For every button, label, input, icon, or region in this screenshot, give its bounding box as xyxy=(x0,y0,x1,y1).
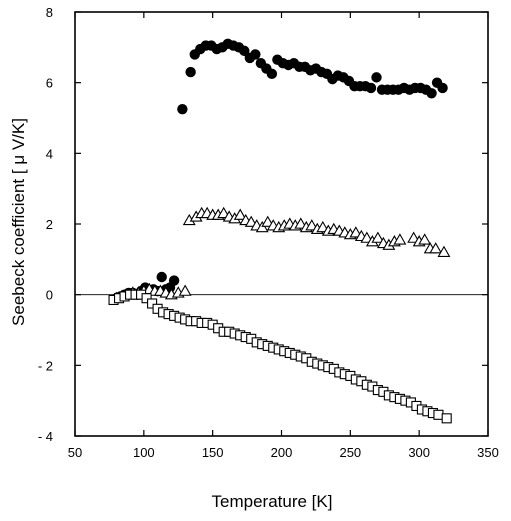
data-point-square xyxy=(441,413,452,424)
x-tick-label: 300 xyxy=(408,445,430,460)
y-tick-label: - 4 xyxy=(38,429,53,444)
data-point-triangle xyxy=(244,215,258,227)
data-point-circle xyxy=(250,49,261,60)
data-point-triangle xyxy=(418,233,432,245)
y-tick-label: 0 xyxy=(46,288,53,303)
data-point-triangle xyxy=(261,215,275,227)
data-point-square xyxy=(141,293,152,304)
data-point-circle xyxy=(426,88,437,99)
data-point-circle xyxy=(185,66,196,78)
data-point-circle xyxy=(371,72,382,83)
data-point-circle xyxy=(156,271,167,283)
y-tick-label: - 2 xyxy=(38,358,53,373)
x-tick-label: 100 xyxy=(133,445,155,460)
data-point-circle xyxy=(437,82,448,94)
data-point-triangle xyxy=(393,233,407,245)
data-point-circle xyxy=(177,103,188,115)
y-tick-label: 6 xyxy=(46,76,53,91)
data-point-triangle xyxy=(305,219,319,231)
data-point-triangle xyxy=(360,231,374,243)
x-tick-label: 250 xyxy=(339,445,361,460)
data-point-circle xyxy=(365,82,377,94)
series-filled-circle xyxy=(111,38,448,304)
y-axis-title: Seebeck coefficient [ μ V/K] xyxy=(9,118,28,326)
data-point-triangle xyxy=(294,217,308,229)
data-point-square xyxy=(147,298,158,309)
data-series xyxy=(108,38,452,424)
data-point-triangle xyxy=(217,206,231,219)
series-open-triangle xyxy=(109,206,451,303)
x-axis-ticks: 50 100 150 200 250 300 350 xyxy=(68,12,499,460)
data-point-triangle xyxy=(349,226,363,238)
data-point-triangle xyxy=(371,231,385,243)
data-point-triangle xyxy=(178,284,192,296)
y-tick-label: 2 xyxy=(46,217,53,232)
y-tick-label: 8 xyxy=(46,5,53,20)
x-tick-label: 350 xyxy=(477,445,499,460)
data-point-circle xyxy=(266,68,278,80)
x-tick-label: 200 xyxy=(271,445,293,460)
y-axis-ticks: 8 6 4 2 0 - 2 - 4 xyxy=(38,5,488,444)
data-point-triangle xyxy=(316,220,330,233)
data-point-square xyxy=(433,409,444,420)
x-tick-label: 150 xyxy=(202,445,224,460)
series-open-square xyxy=(108,289,452,424)
data-point-triangle xyxy=(437,245,451,257)
x-tick-label: 50 xyxy=(68,445,82,460)
data-point-triangle xyxy=(233,208,247,220)
data-point-triangle xyxy=(407,231,421,243)
data-point-circle xyxy=(168,275,180,286)
data-point-circle xyxy=(239,45,250,57)
y-tick-label: 4 xyxy=(46,146,53,161)
data-point-triangle xyxy=(429,242,443,254)
x-axis-title: Temperature [K] xyxy=(212,492,333,511)
